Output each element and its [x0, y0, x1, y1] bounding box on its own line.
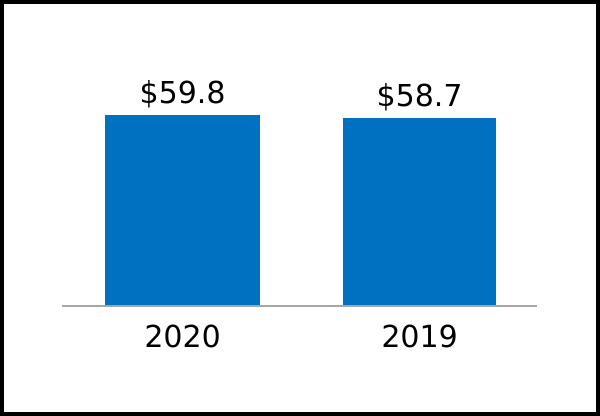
- data-label-2020: $59.8: [139, 76, 226, 111]
- bar-2019: [343, 118, 496, 305]
- x-axis-line: [62, 305, 537, 307]
- bar-group-2019: $58.7: [343, 79, 496, 305]
- category-label-2020: 2020: [144, 320, 221, 355]
- bar-group-2020: $59.8: [105, 76, 260, 305]
- category-label-2019: 2019: [381, 320, 458, 355]
- bar-chart: $59.8 $58.7 2020 2019: [4, 4, 596, 412]
- bar-2020: [105, 115, 260, 305]
- data-label-2019: $58.7: [376, 79, 463, 114]
